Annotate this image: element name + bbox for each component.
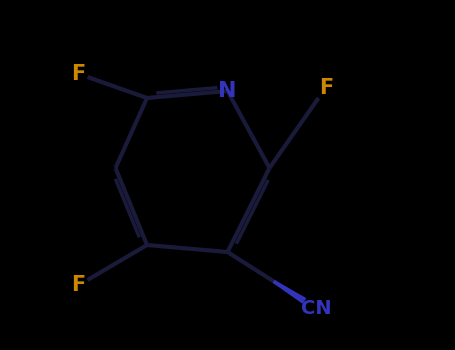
Text: N: N (218, 81, 237, 101)
Text: F: F (71, 275, 86, 295)
Text: F: F (71, 64, 86, 84)
Text: F: F (318, 77, 333, 98)
Text: CN: CN (301, 299, 331, 318)
